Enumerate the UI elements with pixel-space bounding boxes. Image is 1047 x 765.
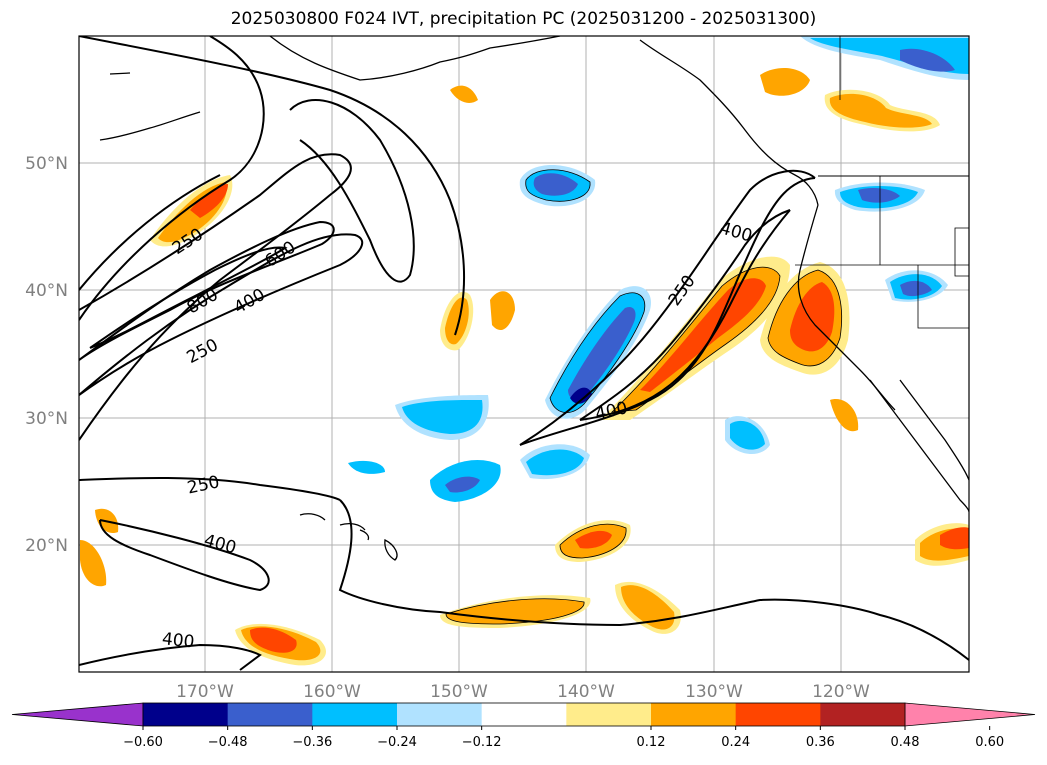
- positive-anomaly-area-nw: [150, 68, 940, 247]
- colorbar-swatch: [481, 703, 567, 726]
- negative-anomaly-area-north: [800, 36, 969, 302]
- colorbar-extend-low: [11, 702, 144, 727]
- colorbar-tick-label: −0.48: [208, 735, 248, 750]
- colorbar-swatch: [566, 703, 652, 726]
- colorbar-tick-label: −0.60: [123, 735, 163, 750]
- colorbar-swatch: [397, 703, 483, 726]
- colorbar-tick-label: −0.36: [292, 735, 332, 750]
- ivt-contour-400-north: [289, 99, 415, 283]
- lat-label-40n: 40°N: [25, 281, 68, 301]
- colorbar-tick-label: −0.24: [377, 735, 417, 750]
- colorbar-swatch: [820, 703, 906, 726]
- map-frame: [78, 35, 970, 673]
- ivt-contour-250-ar: [519, 169, 816, 446]
- ivt-contours: [79, 36, 969, 671]
- colorbar-tick-label: 0.24: [721, 735, 750, 750]
- lat-label-30n: 30°N: [25, 409, 68, 429]
- ivt-contour-800-west: [89, 246, 288, 349]
- ivt-contour-250-north: [79, 36, 466, 336]
- gridlines: [79, 36, 969, 672]
- ivt-contour-400-ar-back: [579, 209, 791, 421]
- ivt-contour-400-south: [99, 519, 270, 592]
- lon-label-170w: 170°W: [176, 682, 234, 702]
- lat-label-50n: 50°N: [25, 154, 68, 174]
- ivt-contour-400-west: [79, 233, 364, 396]
- colorbar-tick-label: 0.48: [891, 735, 920, 750]
- colorbar-swatch: [143, 703, 229, 726]
- lon-label-150w: 150°W: [430, 682, 488, 702]
- contour-label: 400: [161, 629, 195, 652]
- colorbar-extend-high: [904, 702, 1036, 727]
- ivt-contour-250-south: [79, 476, 341, 501]
- ivt-contour-250-inner: [79, 174, 221, 291]
- colorbar: −0.60 −0.48 −0.36 −0.24 −0.12 0.12 0.24 0.36 0.4…: [11, 702, 1036, 750]
- colorbar-tick-label: 0.60: [975, 735, 1004, 750]
- ivt-contour-400-ar: [579, 209, 791, 421]
- colorbar-swatch: [651, 703, 737, 726]
- colorbar-tick-label: −0.12: [462, 735, 502, 750]
- map-title: 2025030800 F024 IVT, precipitation PC (2…: [230, 9, 817, 29]
- ivt-contour-250-ar-back: [519, 177, 816, 446]
- lon-label-130w: 130°W: [685, 682, 743, 702]
- lon-label-140w: 140°W: [557, 682, 615, 702]
- precip-thin-contours: [445, 169, 842, 625]
- ivt-contour-400-southwest: [79, 643, 262, 671]
- ivt-contour-250-trade: [338, 499, 969, 661]
- lon-label-120w: 120°W: [812, 682, 870, 702]
- latitude-labels: 50°N 40°N 30°N 20°N: [25, 154, 68, 556]
- precip-anomaly-fill: [80, 36, 969, 666]
- negative-anomaly-area-offshore: [348, 165, 770, 502]
- positive-anomaly-area-subtropics: [80, 291, 969, 666]
- colorbar-frame: [142, 702, 906, 727]
- lon-label-160w: 160°W: [303, 682, 361, 702]
- coastlines: [99, 36, 969, 561]
- colorbar-tick-label: 0.12: [637, 735, 666, 750]
- colorbar-swatch: [312, 703, 398, 726]
- ivt-contour-250-outer: [79, 36, 265, 321]
- colorbar-swatch: [735, 703, 821, 726]
- colorbar-tick-label: 0.36: [806, 735, 835, 750]
- lat-label-20n: 20°N: [25, 536, 68, 556]
- longitude-labels: 170°W 160°W 150°W 140°W 130°W 120°W: [176, 682, 870, 702]
- colorbar-swatch: [227, 703, 313, 726]
